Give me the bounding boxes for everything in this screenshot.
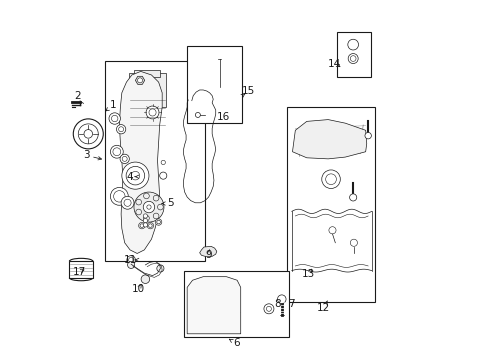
Circle shape <box>347 39 358 50</box>
Circle shape <box>110 187 128 205</box>
Circle shape <box>263 304 273 314</box>
Bar <box>129 73 166 107</box>
Circle shape <box>147 205 151 209</box>
Polygon shape <box>135 76 144 84</box>
Circle shape <box>143 193 149 199</box>
Text: 15: 15 <box>242 86 255 96</box>
Circle shape <box>143 214 147 218</box>
Text: 13: 13 <box>302 269 315 279</box>
Circle shape <box>122 156 127 161</box>
Circle shape <box>113 148 121 156</box>
Circle shape <box>134 192 164 222</box>
Text: 12: 12 <box>317 303 330 313</box>
Circle shape <box>78 124 98 144</box>
Circle shape <box>120 154 129 164</box>
Circle shape <box>113 191 125 202</box>
Text: 8: 8 <box>273 299 280 309</box>
Bar <box>187 46 242 123</box>
Bar <box>287 107 374 302</box>
Circle shape <box>148 224 152 227</box>
Circle shape <box>140 224 143 227</box>
Circle shape <box>131 171 139 180</box>
Text: 2: 2 <box>74 91 81 101</box>
Bar <box>69 261 93 278</box>
Circle shape <box>109 113 120 124</box>
Circle shape <box>321 170 340 188</box>
Text: 4: 4 <box>126 172 133 182</box>
Bar <box>105 61 205 261</box>
Text: 5: 5 <box>166 198 173 208</box>
Circle shape <box>156 220 160 224</box>
Circle shape <box>84 130 92 138</box>
Text: 9: 9 <box>205 250 212 260</box>
Circle shape <box>155 219 162 225</box>
Bar <box>183 271 288 337</box>
Circle shape <box>277 295 286 303</box>
Circle shape <box>73 119 103 149</box>
Circle shape <box>143 218 147 223</box>
Circle shape <box>349 56 355 61</box>
Circle shape <box>325 174 336 185</box>
Circle shape <box>147 222 153 229</box>
Circle shape <box>328 227 335 234</box>
Circle shape <box>127 256 135 264</box>
Bar <box>336 32 370 77</box>
Text: 3: 3 <box>83 150 89 160</box>
Circle shape <box>149 109 156 116</box>
Circle shape <box>146 106 159 119</box>
Text: 10: 10 <box>132 284 145 294</box>
Circle shape <box>157 204 163 210</box>
Circle shape <box>126 166 144 185</box>
Circle shape <box>141 275 150 283</box>
Text: 17: 17 <box>72 267 86 277</box>
Circle shape <box>349 194 356 201</box>
Text: 6: 6 <box>232 338 239 348</box>
Text: 16: 16 <box>217 112 230 122</box>
Circle shape <box>153 213 159 219</box>
Circle shape <box>110 145 123 158</box>
Circle shape <box>266 306 271 311</box>
Circle shape <box>121 162 149 189</box>
Circle shape <box>128 257 133 262</box>
Text: 14: 14 <box>327 59 341 69</box>
Circle shape <box>153 195 159 201</box>
Circle shape <box>159 172 166 179</box>
Circle shape <box>143 223 147 227</box>
Circle shape <box>156 265 164 272</box>
Circle shape <box>137 78 142 83</box>
Circle shape <box>136 199 141 205</box>
Circle shape <box>116 125 125 134</box>
Circle shape <box>121 196 134 209</box>
Circle shape <box>161 160 165 165</box>
Polygon shape <box>199 246 216 256</box>
Polygon shape <box>119 71 162 253</box>
Bar <box>133 70 160 77</box>
Circle shape <box>138 222 145 229</box>
Circle shape <box>111 115 118 122</box>
Circle shape <box>143 201 154 213</box>
Circle shape <box>195 112 200 117</box>
Circle shape <box>124 199 131 206</box>
Circle shape <box>348 54 357 64</box>
Circle shape <box>119 127 123 132</box>
Circle shape <box>136 209 141 215</box>
Text: 11: 11 <box>123 255 136 265</box>
Polygon shape <box>292 120 366 159</box>
Polygon shape <box>187 277 240 334</box>
Circle shape <box>127 261 135 268</box>
Text: 7: 7 <box>288 299 294 309</box>
Circle shape <box>364 132 371 139</box>
Circle shape <box>349 239 357 246</box>
Circle shape <box>143 215 149 221</box>
Text: 1: 1 <box>110 100 116 110</box>
